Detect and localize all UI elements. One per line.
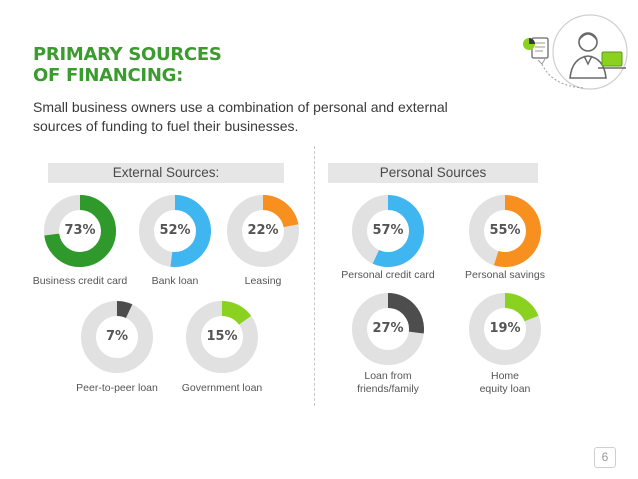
donut-personal-credit-card: 57% — [352, 195, 424, 267]
donut-slice — [504, 293, 539, 322]
label-business-credit-card: Business credit card — [32, 275, 128, 287]
donut-slice — [116, 301, 133, 319]
donut-bank-loan: 52% — [139, 195, 211, 267]
section-divider — [314, 146, 315, 406]
page-subtitle: Small business owners use a combination … — [33, 99, 448, 134]
donut-value: 22% — [247, 223, 279, 238]
donut-value: 15% — [206, 329, 238, 344]
label-bank-loan: Bank loan — [151, 275, 199, 287]
donut-value: 55% — [489, 223, 521, 238]
label-loan-from-friends-family: Loan from friends/family — [357, 370, 419, 395]
donut-business-credit-card: 73% — [44, 195, 116, 267]
page-title: PRIMARY SOURCES OF FINANCING: — [33, 44, 222, 86]
business-person-illustration — [523, 14, 628, 90]
donut-government-loan: 15% — [186, 301, 258, 373]
donut-value: 73% — [64, 223, 96, 238]
donut-leasing: 22% — [227, 195, 299, 267]
label-personal-credit-card: Personal credit card — [341, 269, 435, 281]
donut-personal-savings: 55% — [469, 195, 541, 267]
label-government-loan: Government loan — [181, 382, 263, 394]
donut-slice — [44, 195, 116, 267]
donut-slice — [170, 195, 211, 267]
donut-value: 19% — [489, 321, 521, 336]
donut-peer-to-peer-loan: 7% — [81, 301, 153, 373]
donut-slice — [262, 195, 299, 228]
label-peer-to-peer-loan: Peer-to-peer loan — [76, 382, 158, 394]
donut-slice — [221, 301, 252, 326]
donut-value: 27% — [372, 321, 404, 336]
external-sources-header: External Sources: — [48, 163, 284, 183]
label-home-equity-loan: Home equity loan — [479, 370, 531, 395]
donut-slice — [493, 195, 541, 267]
label-personal-savings: Personal savings — [465, 269, 545, 281]
page-number: 6 — [594, 447, 616, 468]
donut-home-equity-loan: 19% — [469, 293, 541, 365]
donut-slice — [387, 293, 424, 334]
donut-value: 52% — [159, 223, 191, 238]
donut-loan-from-friends-family: 27% — [352, 293, 424, 365]
label-leasing: Leasing — [244, 275, 282, 287]
donut-value: 57% — [372, 223, 404, 238]
personal-sources-header: Personal Sources — [328, 163, 538, 183]
donut-value: 7% — [105, 329, 129, 344]
donut-slice — [372, 195, 424, 267]
